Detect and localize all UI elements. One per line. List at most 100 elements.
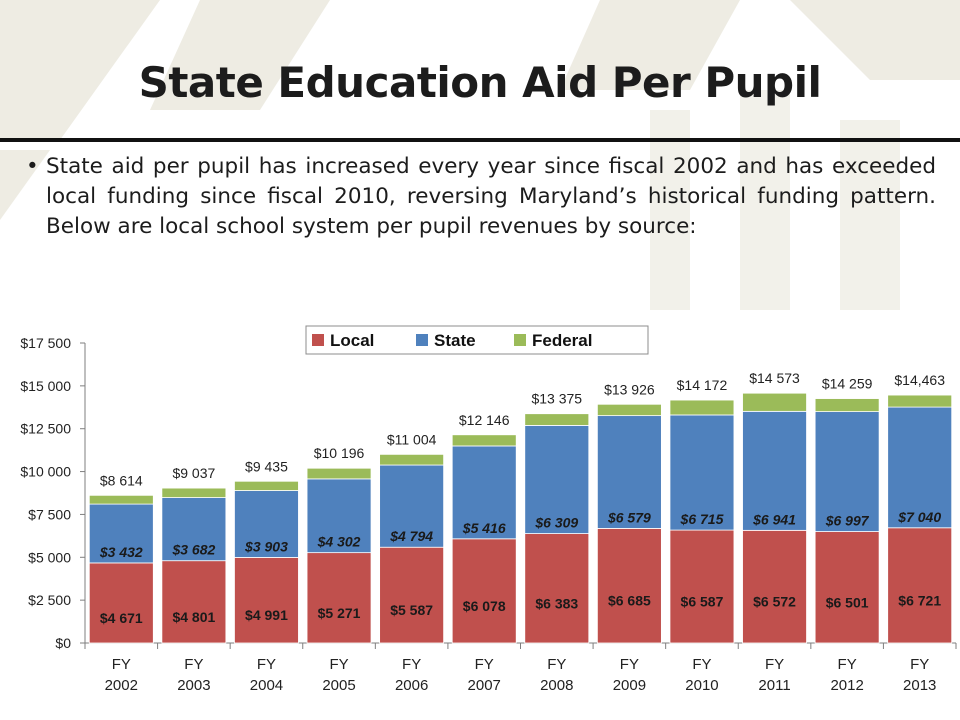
bar-segment-state — [88, 503, 154, 564]
data-label-total: $12 146 — [459, 412, 510, 428]
legend-label-state: State — [434, 331, 476, 350]
x-tick-label-fy: FY — [765, 656, 784, 673]
x-tick-label-fy: FY — [692, 656, 711, 673]
data-label-total: $10 196 — [314, 445, 365, 461]
bar-segment-local — [887, 527, 953, 644]
x-tick-label-year: 2004 — [250, 677, 283, 694]
x-tick-label-year: 2012 — [830, 677, 863, 694]
bar-segment-state — [887, 406, 953, 529]
data-label-state: $5 416 — [462, 520, 506, 536]
slide-title: State Education Aid Per Pupil — [138, 58, 822, 107]
x-tick-label-fy: FY — [112, 656, 131, 673]
data-label-state: $3 682 — [171, 542, 215, 558]
y-tick-label: $10 000 — [20, 464, 71, 480]
background-pattern — [0, 0, 960, 310]
bar-segment-federal — [814, 398, 880, 413]
legend-swatch-local — [312, 334, 324, 346]
data-label-local: $6 572 — [753, 594, 796, 610]
legend-label-local: Local — [330, 331, 374, 350]
x-tick-label-fy: FY — [547, 656, 566, 673]
data-label-total: $9 435 — [245, 458, 288, 474]
bar-segment-state — [451, 445, 517, 540]
data-label-state: $6 997 — [825, 513, 870, 529]
bar-segment-local — [306, 552, 372, 644]
data-label-total: $8 614 — [100, 472, 143, 488]
bar-segment-state — [306, 478, 372, 554]
legend-label-federal: Federal — [532, 331, 592, 350]
y-tick-label: $17 500 — [20, 335, 71, 351]
bar-segment-state — [161, 497, 227, 562]
bar-segment-federal — [234, 480, 299, 491]
data-label-total: $11 004 — [387, 431, 437, 447]
data-label-local: $6 587 — [681, 594, 724, 610]
x-tick-label-fy: FY — [620, 656, 639, 673]
x-tick-label-year: 2008 — [540, 677, 573, 694]
bar-segment-federal — [161, 487, 227, 498]
data-label-state: $6 579 — [607, 509, 651, 525]
bar-segment-state — [524, 425, 590, 534]
data-label-total: $14,463 — [894, 372, 945, 388]
bar-segment-federal — [596, 403, 662, 417]
legend-box — [305, 325, 649, 355]
x-tick-label-fy: FY — [910, 656, 929, 673]
data-label-state: $6 309 — [534, 515, 578, 531]
title-divider — [0, 138, 960, 142]
x-tick-label-year: 2005 — [322, 677, 355, 694]
data-label-local: $4 801 — [172, 609, 215, 625]
bar-segment-local — [742, 529, 807, 644]
data-label-local: $4 991 — [245, 607, 288, 623]
data-label-local: $6 078 — [463, 598, 506, 614]
bar-segment-federal — [306, 467, 372, 480]
bar-segment-local — [161, 560, 227, 644]
data-label-local: $6 721 — [898, 592, 941, 608]
data-label-local: $5 587 — [390, 602, 433, 618]
bar-segment-federal — [742, 392, 807, 412]
data-label-total: $14 259 — [822, 376, 873, 392]
bullet-text: State aid per pupil has increased every … — [46, 154, 936, 239]
bar-segment-local — [234, 557, 299, 644]
bar-segment-state — [742, 410, 807, 531]
x-tick-label-year: 2007 — [468, 677, 501, 694]
y-tick-label: $15 000 — [20, 378, 71, 394]
bar-segment-federal — [524, 413, 590, 426]
bar-segment-local — [814, 531, 880, 644]
bar-segment-federal — [379, 453, 445, 466]
x-tick-label-year: 2006 — [395, 677, 428, 694]
x-tick-label-year: 2009 — [613, 677, 646, 694]
legend-swatch-federal — [514, 334, 526, 346]
x-tick-label-year: 2002 — [105, 677, 138, 694]
bar-segment-state — [596, 415, 662, 529]
bar-segment-local — [451, 538, 517, 644]
x-tick-label-fy: FY — [257, 656, 276, 673]
bar-segment-state — [814, 411, 880, 532]
bar-segment-local — [88, 562, 154, 644]
data-label-local: $6 383 — [535, 595, 578, 611]
data-label-total: $14 172 — [677, 377, 728, 393]
data-label-local: $5 271 — [318, 605, 361, 621]
data-label-state: $7 040 — [897, 509, 941, 525]
y-tick-label: $5 000 — [28, 549, 71, 565]
bar-segment-local — [596, 527, 662, 644]
data-label-state: $3 432 — [99, 544, 143, 560]
bar-segment-federal — [887, 394, 953, 408]
x-tick-label-year: 2011 — [758, 677, 790, 694]
data-label-state: $3 903 — [244, 538, 288, 554]
bullet-point: • State aid per pupil has increased ever… — [26, 152, 936, 242]
data-label-total: $13 926 — [604, 381, 655, 397]
x-tick-label-fy: FY — [838, 656, 857, 673]
data-label-state: $6 715 — [680, 511, 724, 527]
data-label-state: $4 794 — [389, 528, 433, 544]
data-label-state: $4 302 — [317, 534, 361, 550]
bullet-dot-icon: • — [26, 154, 39, 179]
x-tick-label-fy: FY — [475, 656, 494, 673]
bar-segment-state — [669, 414, 735, 531]
bar-segment-federal — [88, 494, 154, 505]
data-label-local: $6 501 — [826, 594, 869, 610]
data-label-total: $14 573 — [749, 370, 800, 386]
y-tick-label: $2 500 — [28, 592, 71, 608]
y-tick-label: $0 — [55, 635, 71, 651]
x-tick-label-year: 2010 — [685, 677, 718, 694]
data-label-local: $4 671 — [100, 610, 143, 626]
data-label-local: $6 685 — [608, 593, 651, 609]
bar-segment-local — [669, 529, 735, 644]
